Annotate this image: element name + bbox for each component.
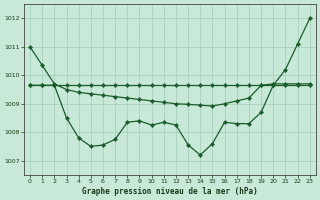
X-axis label: Graphe pression niveau de la mer (hPa): Graphe pression niveau de la mer (hPa) bbox=[82, 187, 258, 196]
